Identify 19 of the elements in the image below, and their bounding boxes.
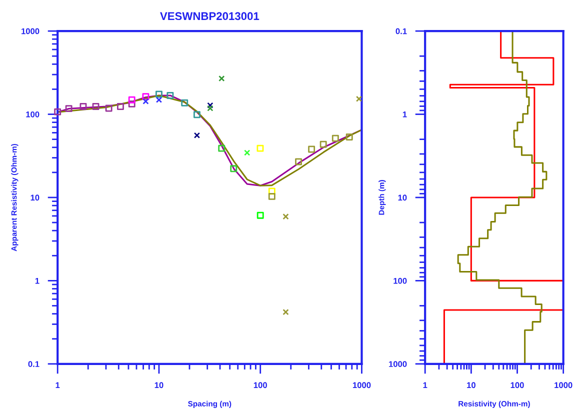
x-tick-label: 1 — [56, 382, 60, 388]
x-tick-label: 1000 — [554, 382, 572, 388]
y-tick-label: 100 — [26, 111, 40, 118]
y-tick-label: 0.1 — [396, 28, 407, 34]
y-tick-label: 100 — [394, 278, 407, 284]
y-tick-label: 0.1 — [28, 361, 40, 368]
y-tick-label: 1 — [35, 278, 40, 284]
x-tick-label: 100 — [254, 382, 267, 388]
y-tick-label: 1 — [402, 112, 407, 118]
x-tick-label: 100 — [510, 382, 524, 388]
x-tick-label: 10 — [154, 382, 164, 388]
x-tick-label: 1000 — [352, 382, 371, 388]
chart-title: VESWNBP2013001 — [160, 12, 260, 20]
y-tick-label: 1000 — [389, 361, 407, 368]
x-tick-label: 1 — [423, 382, 428, 388]
y-tick-label: 10 — [398, 194, 407, 201]
y-tick-label: 10 — [30, 194, 40, 201]
y-tick-label: 1000 — [22, 28, 40, 34]
x-tick-label: 10 — [467, 382, 476, 388]
